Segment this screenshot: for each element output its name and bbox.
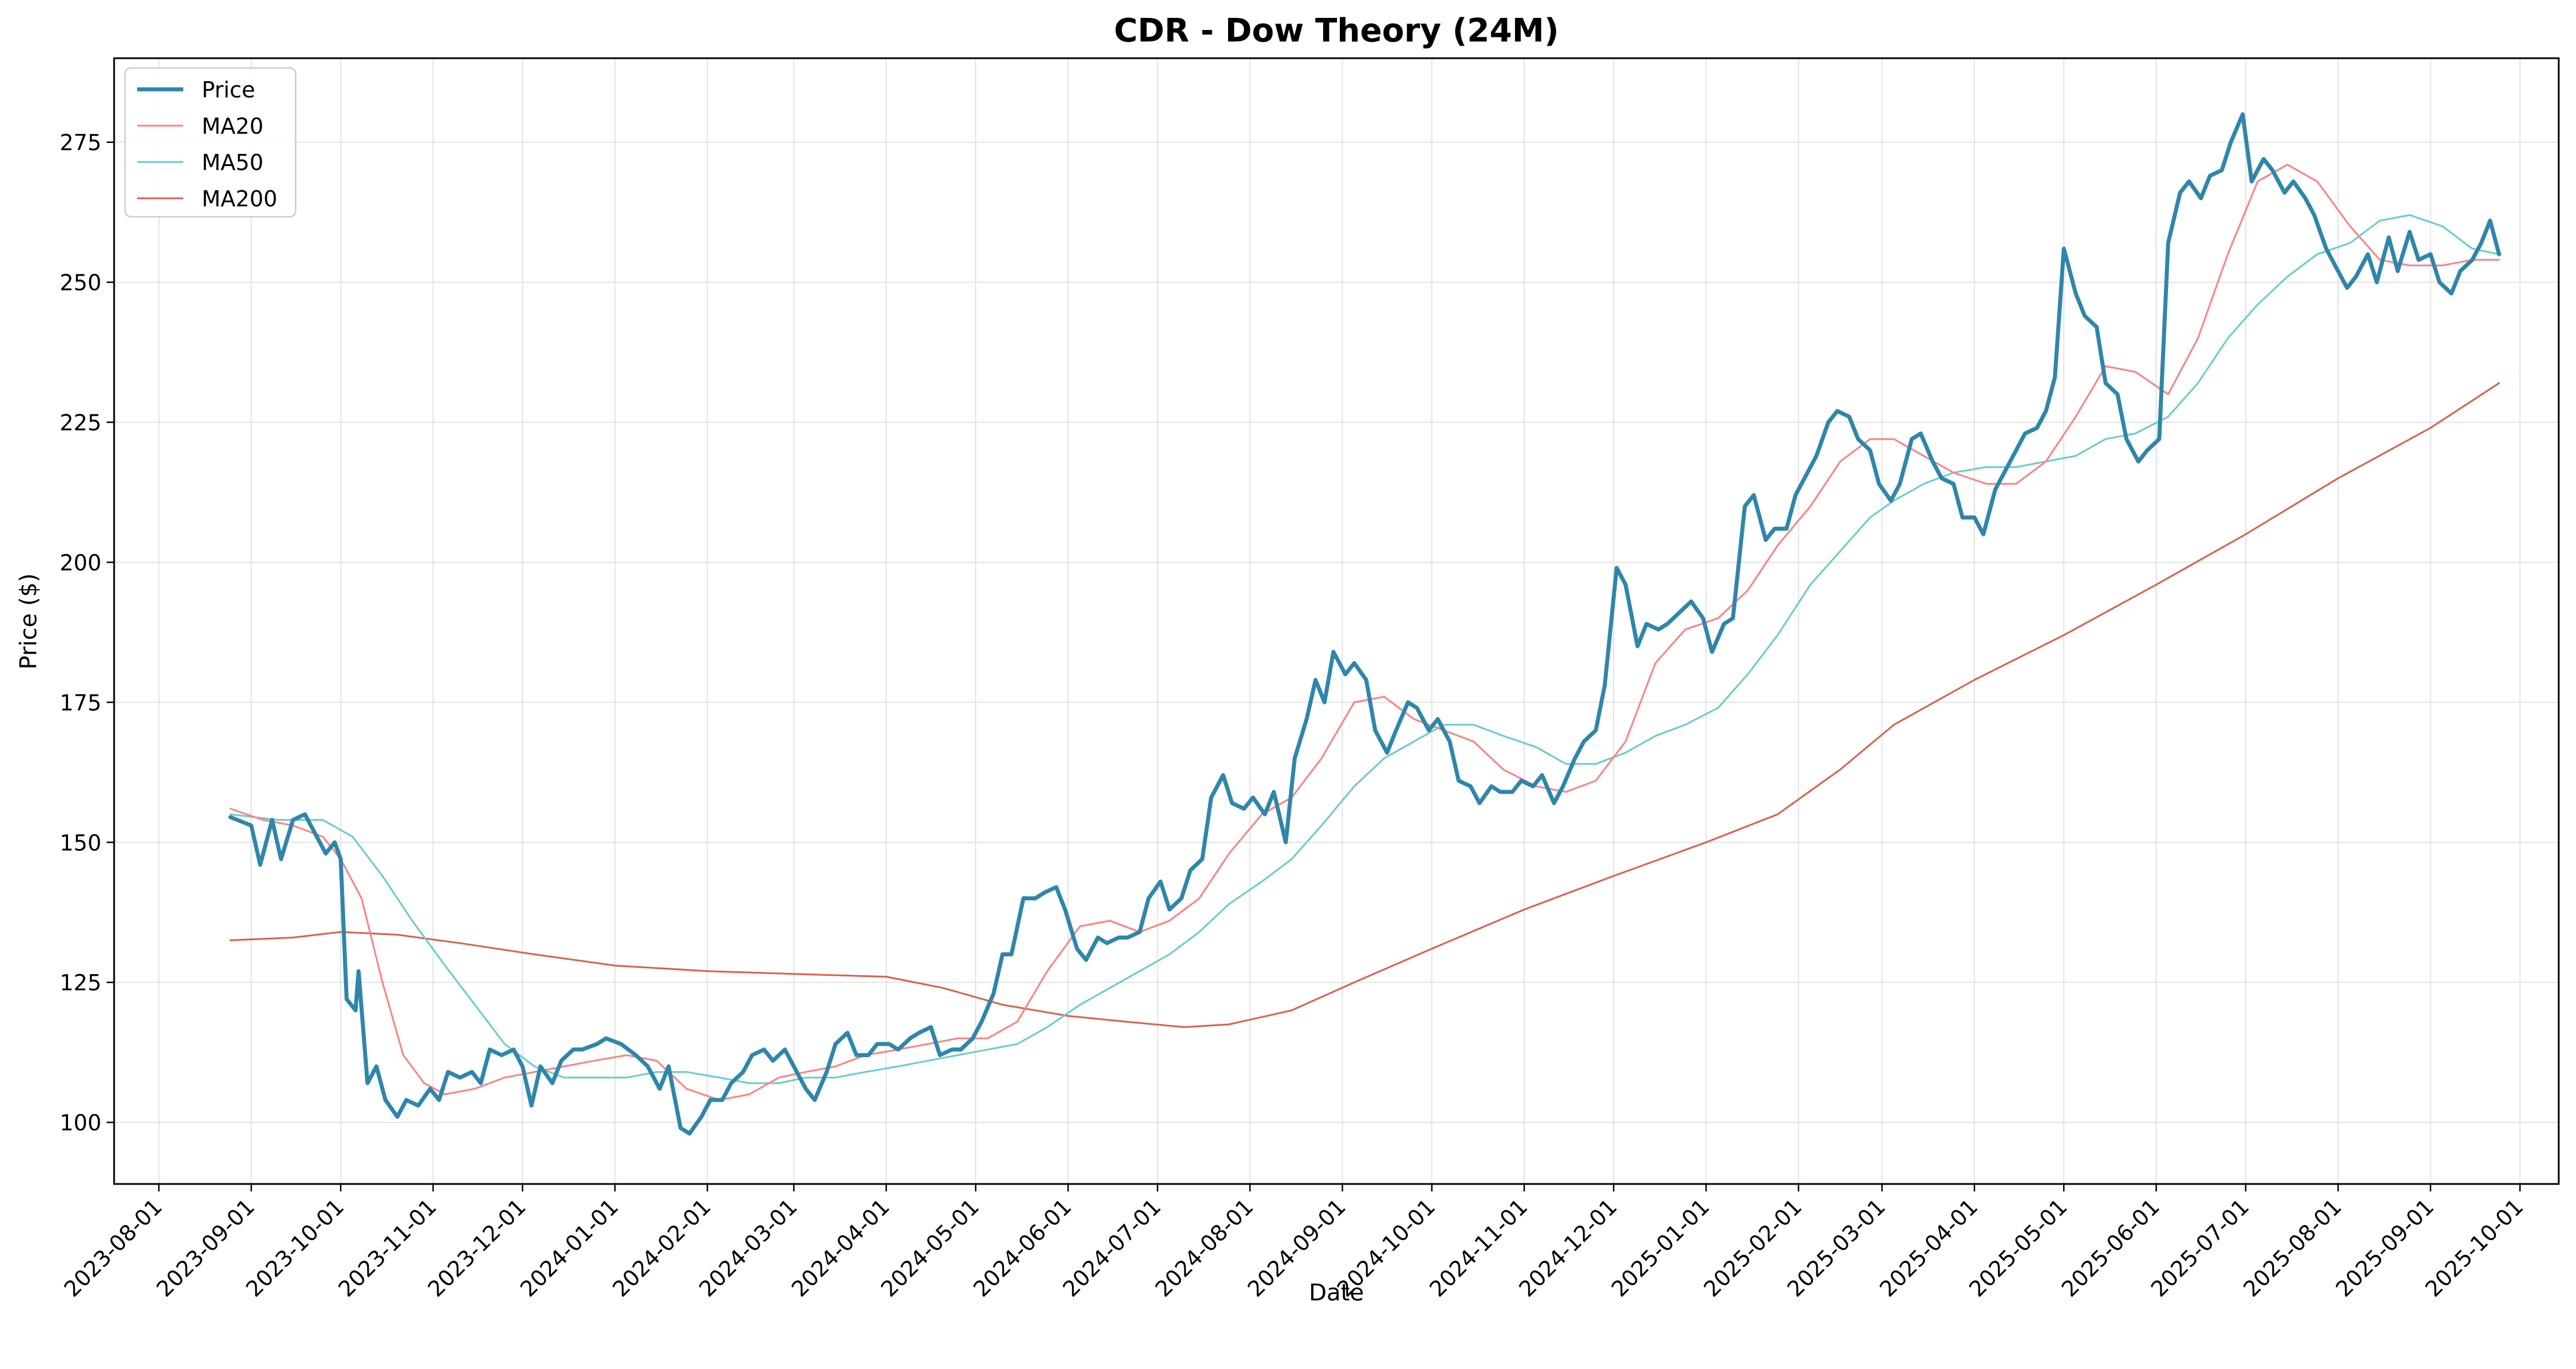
y-tick-label: 200 — [59, 550, 101, 575]
legend: Price MA20 MA50 MA200 — [124, 67, 297, 218]
y-tick-label: 175 — [59, 690, 101, 715]
y-axis-label: Price ($) — [16, 574, 42, 670]
series-line-price — [228, 112, 2501, 1136]
x-axis-label: Date — [1309, 1280, 1364, 1306]
y-tick-label: 225 — [59, 410, 101, 436]
plot-frame — [113, 57, 2560, 1185]
y-tick-label: 275 — [59, 130, 101, 156]
grid-lines — [114, 58, 2559, 1184]
y-tick-label: 250 — [59, 270, 101, 296]
legend-label: Price — [202, 77, 255, 103]
legend-label: MA50 — [202, 150, 263, 175]
chart-title: CDR - Dow Theory (24M) — [1114, 12, 1559, 50]
series-line-ma200 — [229, 382, 2500, 1028]
y-tick-label: 150 — [59, 830, 101, 855]
y-tick-label: 125 — [59, 970, 101, 995]
legend-box — [124, 67, 297, 218]
legend-label: MA200 — [202, 186, 277, 212]
y-tick-label: 100 — [59, 1110, 101, 1136]
legend-label: MA20 — [202, 114, 263, 139]
series-lines — [228, 112, 2501, 1136]
y-axis: 100 125 150 175 200 225 250 275 — [59, 130, 114, 1136]
